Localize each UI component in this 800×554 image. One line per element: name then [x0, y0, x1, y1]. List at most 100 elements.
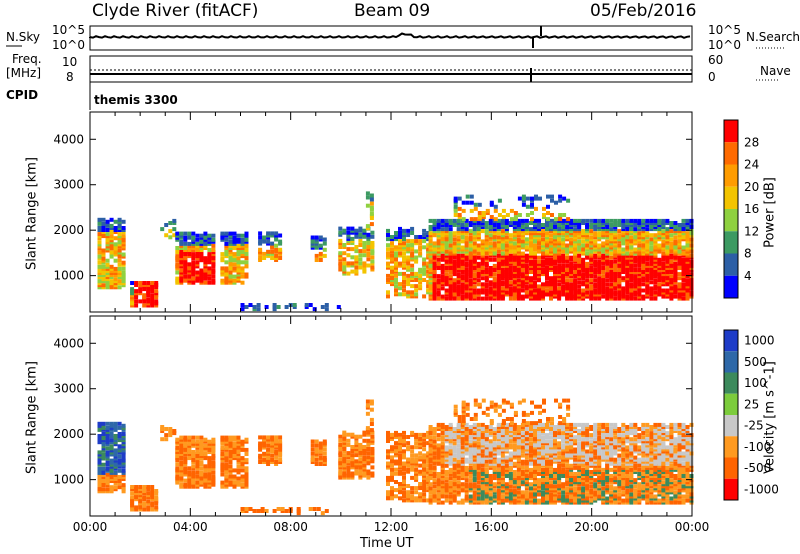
range-cell: [460, 282, 465, 287]
range-cell: [601, 266, 606, 270]
range-cell: [369, 197, 374, 202]
range-cell: [113, 452, 118, 457]
range-cell: [236, 274, 241, 279]
range-cell: [577, 249, 582, 254]
range-cell: [266, 231, 271, 236]
range-cell: [402, 231, 406, 235]
range-cell: [456, 425, 461, 429]
range-cell: [657, 231, 662, 236]
range-cell: [370, 455, 375, 460]
range-cell: [500, 261, 505, 266]
range-cell: [97, 485, 102, 490]
range-cell: [436, 492, 441, 497]
range-cell: [398, 292, 402, 297]
range-cell: [484, 225, 489, 229]
range-cell: [244, 466, 249, 471]
range-cell: [508, 257, 513, 262]
range-cell: [508, 233, 513, 238]
range-cell: [232, 268, 237, 273]
range-cell: [460, 276, 465, 281]
range-cell: [436, 218, 441, 223]
range-cell: [581, 235, 586, 240]
range-cell: [452, 259, 457, 264]
range-cell: [113, 475, 118, 479]
nsearch-scale-top: 10^5: [708, 23, 741, 37]
range-cell: [398, 261, 402, 266]
range-cell: [456, 253, 461, 258]
range-cell: [394, 488, 398, 493]
range-cell: [117, 481, 122, 486]
range-cell: [101, 421, 106, 426]
range-cell: [496, 461, 501, 466]
range-cell: [369, 407, 374, 412]
range-cell: [410, 253, 415, 258]
range-cell: [476, 282, 481, 287]
range-cell: [508, 461, 513, 466]
range-cell: [460, 447, 465, 452]
range-cell: [448, 266, 453, 270]
range-cell: [207, 478, 212, 483]
range-cell: [504, 239, 509, 244]
range-cell: [496, 484, 501, 489]
range-cell: [358, 434, 363, 439]
range-cell: [613, 276, 618, 281]
range-cell: [665, 249, 670, 254]
range-cell: [452, 278, 457, 283]
range-cell: [406, 239, 411, 244]
range-cell: [637, 280, 642, 285]
range-cell: [362, 232, 367, 237]
range-cell: [428, 225, 433, 229]
range-cell: [414, 259, 419, 264]
range-cell: [203, 280, 208, 285]
range-cell: [350, 247, 355, 252]
range-cell: [545, 257, 549, 262]
range-cell: [448, 470, 453, 474]
range-cell: [541, 231, 545, 236]
range-cell: [398, 463, 402, 468]
range-cell: [557, 272, 562, 277]
range-cell: [354, 232, 359, 237]
range-cell: [545, 231, 549, 236]
range-cell: [121, 281, 126, 286]
range-cell: [645, 243, 650, 248]
range-cell: [665, 221, 670, 225]
range-cell: [468, 247, 473, 252]
range-cell: [585, 223, 590, 227]
range-cell: [402, 486, 406, 491]
range-cell: [537, 231, 541, 236]
range-cell: [601, 270, 606, 274]
range-cell: [669, 266, 674, 270]
range-cell: [362, 463, 367, 468]
range-cell: [549, 247, 553, 252]
range-cell: [553, 261, 557, 266]
range-cell: [228, 445, 233, 450]
range-cell: [633, 257, 638, 262]
range-cell: [669, 288, 674, 293]
range-cell: [500, 425, 505, 429]
range-cell: [589, 292, 594, 297]
range-cell: [342, 267, 347, 272]
range-cell: [262, 239, 267, 244]
range-cell: [496, 470, 501, 474]
range-cell: [537, 249, 541, 254]
range-cell: [448, 274, 453, 279]
range-cell: [484, 435, 489, 440]
range-cell: [468, 431, 473, 436]
range-cell: [448, 294, 453, 299]
range-cell: [488, 233, 493, 238]
range-cell: [310, 455, 315, 460]
range-cell: [362, 245, 367, 249]
range-cell: [150, 503, 155, 508]
range-cell: [533, 261, 537, 266]
range-cell: [633, 290, 638, 295]
range-cell: [105, 440, 110, 445]
range-cell: [464, 443, 469, 448]
range-cell: [175, 468, 180, 473]
range-cell: [130, 295, 135, 300]
range-cell: [410, 294, 415, 299]
range-cell: [605, 249, 610, 254]
range-cell: [569, 221, 574, 225]
range-cell: [183, 264, 188, 269]
range-cell: [386, 449, 390, 454]
range-cell: [187, 472, 192, 477]
